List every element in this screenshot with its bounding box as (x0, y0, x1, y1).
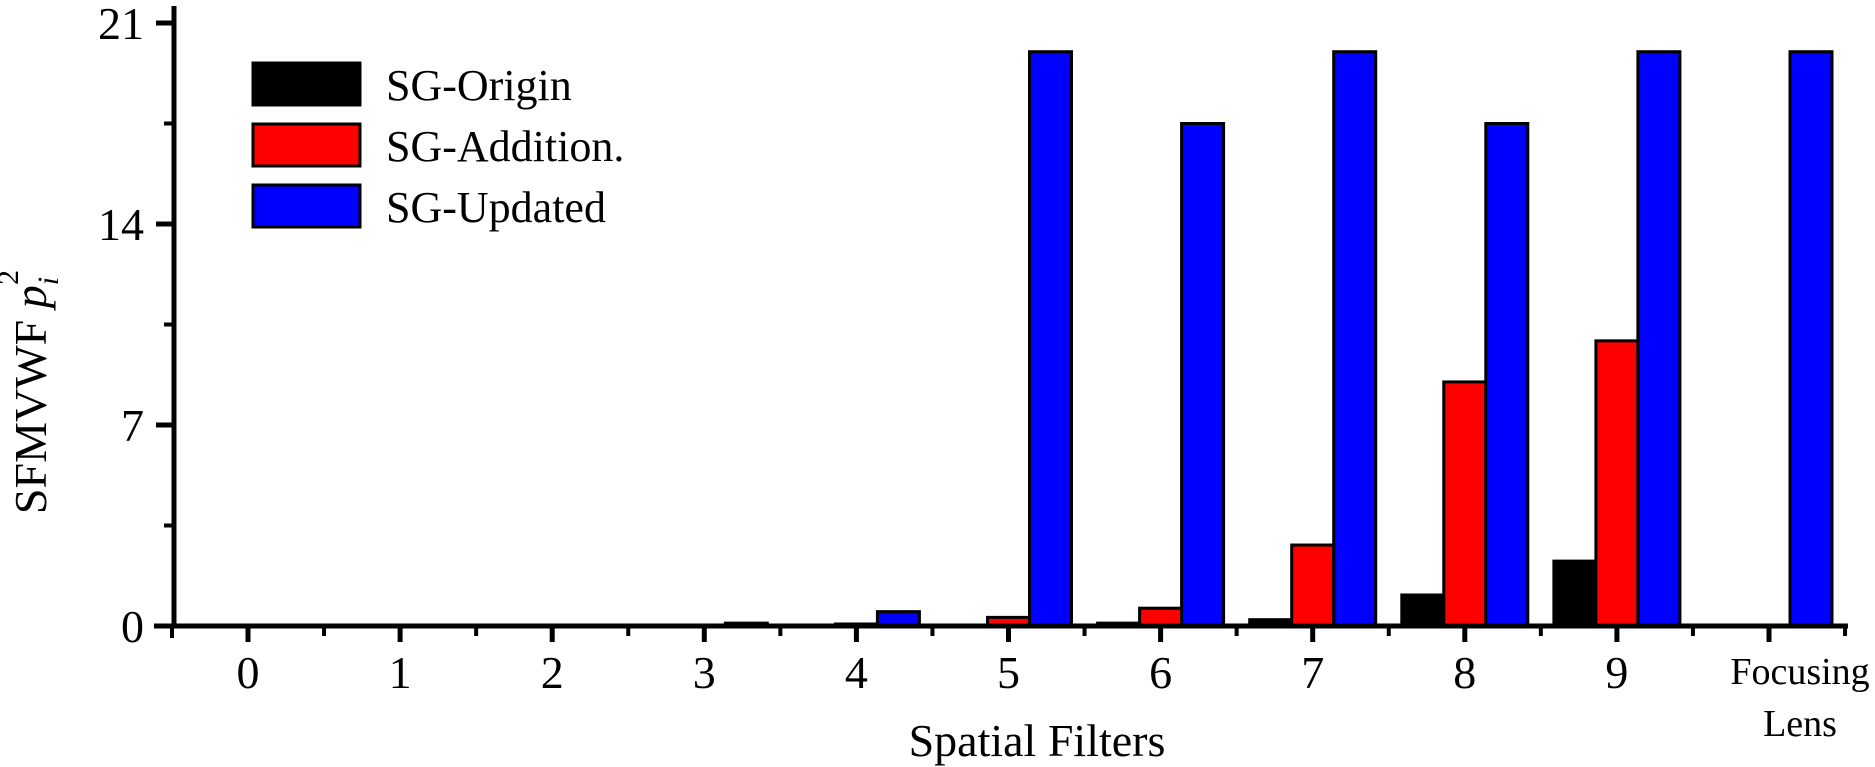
bar-sg-origin-9 (1552, 559, 1598, 628)
y-axis-title-var: p (5, 285, 56, 311)
bar-sg-origin-8 (1400, 593, 1446, 628)
x-tick-label: Lens (1763, 703, 1837, 745)
bar-sg-updated-5 (1028, 50, 1073, 628)
x-tick-label: 2 (541, 647, 564, 698)
x-tick-label: 5 (997, 647, 1020, 698)
y-axis-title-main: SFMVWF (5, 308, 56, 514)
y-tick-label: 7 (121, 400, 144, 451)
bar-series-group (571, 50, 1834, 628)
x-axis-title: Spatial Filters (909, 715, 1166, 766)
legend-label: SG-Updated (386, 183, 606, 232)
svg-text:SFMVWF pi2: SFMVWF pi2 (0, 270, 65, 514)
legend-swatch (251, 61, 362, 107)
bar-sg-addition-8 (1442, 380, 1488, 628)
bar-sg-updated-7 (1332, 50, 1378, 628)
x-tick-label: 4 (845, 647, 868, 698)
x-axis-ticks: 0 1 2 3 4 5 6 7 8 9 Focusing Lens (170, 626, 1870, 745)
x-tick-label: 7 (1301, 647, 1324, 698)
y-tick-label: 21 (98, 0, 144, 49)
bar-sg-updated-6 (1180, 122, 1226, 628)
y-tick-label: 0 (121, 601, 144, 652)
y-axis-ticks: 0 7 14 21 (98, 0, 174, 652)
legend: SG-Origin SG-Addition. SG-Updated (251, 61, 624, 232)
y-axis-title: SFMVWF pi2 (0, 270, 65, 514)
y-tick-label: 14 (98, 199, 144, 250)
bar-sg-addition-7 (1290, 543, 1336, 628)
legend-swatch (251, 183, 362, 229)
bar-sg-updated-9 (1636, 50, 1682, 628)
legend-label: SG-Origin (386, 61, 572, 110)
bar-sg-addition-6 (1138, 606, 1184, 628)
bar-sg-updated-8 (1484, 122, 1530, 628)
x-tick-label: 3 (693, 647, 716, 698)
x-tick-label: 6 (1149, 647, 1172, 698)
x-tick-label: 9 (1605, 647, 1628, 698)
legend-swatch (251, 122, 362, 168)
bar-sg-addition-9 (1594, 339, 1640, 628)
x-tick-label: Focusing (1730, 651, 1869, 693)
x-tick-label: 8 (1453, 647, 1476, 698)
x-tick-label: 1 (389, 647, 412, 698)
y-axis-title-sup: 2 (0, 270, 25, 285)
y-axis-title-sub: i (32, 277, 65, 285)
bar-sg-updated-focusing-lens (1788, 50, 1834, 628)
legend-label: SG-Addition. (386, 122, 624, 171)
x-tick-label: 0 (237, 647, 260, 698)
